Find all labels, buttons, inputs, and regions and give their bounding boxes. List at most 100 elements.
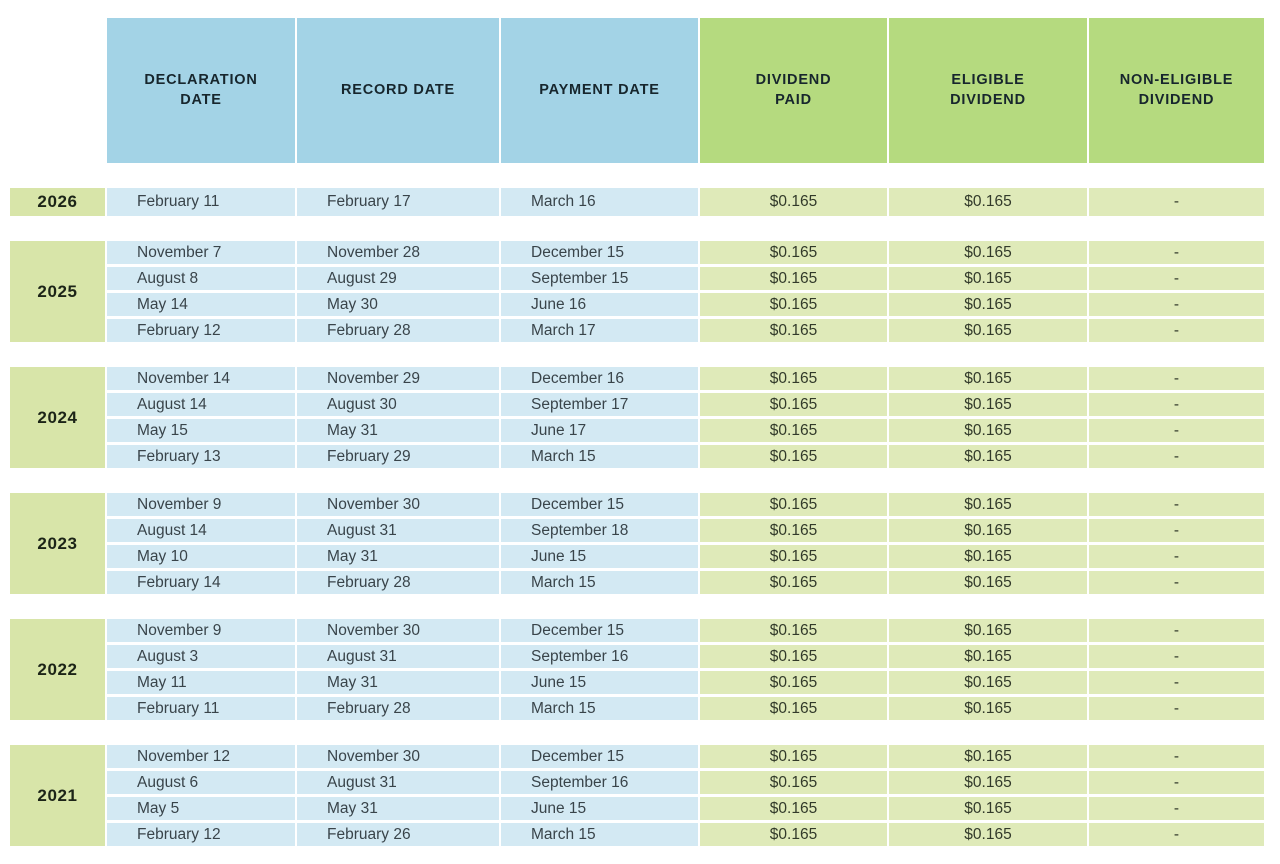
declaration-date-cell: February 14 [107, 571, 295, 594]
declaration-date-cell: February 12 [107, 319, 295, 342]
table-body: 2026 February 11 February 17 March 16 $0.165… [10, 188, 1280, 846]
corner-spacer [10, 18, 105, 163]
record-date-cell: August 31 [297, 645, 499, 668]
payment-date-cell: September 17 [501, 393, 698, 416]
declaration-date-cell: May 5 [107, 797, 295, 820]
eligible-dividend-cell: $0.165 [889, 797, 1087, 820]
year-group-2025: 2025 November 7 November 28 December 15 $0.1… [10, 241, 1280, 342]
year-label: 2025 [10, 241, 105, 342]
declaration-date-cell: February 11 [107, 188, 295, 216]
eligible-dividend-cell: $0.165 [889, 367, 1087, 390]
declaration-date-cell: August 8 [107, 267, 295, 290]
year-label: 2023 [10, 493, 105, 594]
eligible-dividend-cell: $0.165 [889, 241, 1087, 264]
payment-date-cell: March 16 [501, 188, 698, 216]
header-non-eligible-dividend: NON-ELIGIBLE DIVIDEND [1089, 18, 1264, 163]
payment-date-cell: December 15 [501, 241, 698, 264]
dividend-paid-cell: $0.165 [700, 393, 887, 416]
record-date-cell: February 28 [297, 319, 499, 342]
payment-date-cell: September 16 [501, 645, 698, 668]
declaration-date-cell: November 9 [107, 493, 295, 516]
record-date-cell: November 30 [297, 745, 499, 768]
record-date-cell: February 28 [297, 697, 499, 720]
record-date-cell: May 31 [297, 797, 499, 820]
year-group-2021: 2021 November 12 November 30 December 15 $0.… [10, 745, 1280, 846]
payment-date-cell: June 15 [501, 545, 698, 568]
record-date-cell: August 31 [297, 519, 499, 542]
dividend-paid-cell: $0.165 [700, 293, 887, 316]
non-eligible-dividend-cell: - [1089, 771, 1264, 794]
dividend-paid-cell: $0.165 [700, 571, 887, 594]
non-eligible-dividend-cell: - [1089, 293, 1264, 316]
non-eligible-dividend-cell: - [1089, 619, 1264, 642]
non-eligible-dividend-cell: - [1089, 645, 1264, 668]
non-eligible-dividend-cell: - [1089, 267, 1264, 290]
non-eligible-dividend-cell: - [1089, 319, 1264, 342]
eligible-dividend-cell: $0.165 [889, 545, 1087, 568]
dividend-paid-cell: $0.165 [700, 545, 887, 568]
eligible-dividend-cell: $0.165 [889, 493, 1087, 516]
record-date-cell: May 31 [297, 671, 499, 694]
payment-date-cell: March 15 [501, 445, 698, 468]
record-date-cell: August 31 [297, 771, 499, 794]
year-group-2024: 2024 November 14 November 29 December 16 $0.… [10, 367, 1280, 468]
year-label: 2021 [10, 745, 105, 846]
record-date-cell: November 30 [297, 619, 499, 642]
record-date-cell: August 29 [297, 267, 499, 290]
payment-date-cell: September 15 [501, 267, 698, 290]
declaration-date-cell: November 12 [107, 745, 295, 768]
non-eligible-dividend-cell: - [1089, 519, 1264, 542]
payment-date-cell: March 15 [501, 571, 698, 594]
dividend-paid-cell: $0.165 [700, 797, 887, 820]
eligible-dividend-cell: $0.165 [889, 188, 1087, 216]
eligible-dividend-cell: $0.165 [889, 671, 1087, 694]
record-date-cell: May 31 [297, 419, 499, 442]
dividend-history-table: DECLARATION DATE RECORD DATE PAYMENT DAT… [10, 18, 1280, 846]
non-eligible-dividend-cell: - [1089, 367, 1264, 390]
eligible-dividend-cell: $0.165 [889, 571, 1087, 594]
declaration-date-cell: February 13 [107, 445, 295, 468]
year-label: 2022 [10, 619, 105, 720]
header-declaration-date: DECLARATION DATE [107, 18, 295, 163]
non-eligible-dividend-cell: - [1089, 445, 1264, 468]
header-dividend-paid: DIVIDEND PAID [700, 18, 887, 163]
record-date-cell: November 30 [297, 493, 499, 516]
eligible-dividend-cell: $0.165 [889, 519, 1087, 542]
record-date-cell: May 30 [297, 293, 499, 316]
eligible-dividend-cell: $0.165 [889, 745, 1087, 768]
declaration-date-cell: February 11 [107, 697, 295, 720]
header-payment-date: PAYMENT DATE [501, 18, 698, 163]
non-eligible-dividend-cell: - [1089, 241, 1264, 264]
payment-date-cell: March 17 [501, 319, 698, 342]
eligible-dividend-cell: $0.165 [889, 771, 1087, 794]
payment-date-cell: September 18 [501, 519, 698, 542]
dividend-paid-cell: $0.165 [700, 493, 887, 516]
declaration-date-cell: August 6 [107, 771, 295, 794]
eligible-dividend-cell: $0.165 [889, 319, 1087, 342]
declaration-date-cell: May 15 [107, 419, 295, 442]
eligible-dividend-cell: $0.165 [889, 697, 1087, 720]
dividend-paid-cell: $0.165 [700, 519, 887, 542]
eligible-dividend-cell: $0.165 [889, 445, 1087, 468]
dividend-paid-cell: $0.165 [700, 367, 887, 390]
dividend-paid-cell: $0.165 [700, 319, 887, 342]
year-group-2023: 2023 November 9 November 30 December 15 $0.1… [10, 493, 1280, 594]
non-eligible-dividend-cell: - [1089, 419, 1264, 442]
dividend-paid-cell: $0.165 [700, 645, 887, 668]
header-eligible-dividend: ELIGIBLE DIVIDEND [889, 18, 1087, 163]
payment-date-cell: March 15 [501, 823, 698, 846]
dividend-paid-cell: $0.165 [700, 823, 887, 846]
payment-date-cell: December 15 [501, 619, 698, 642]
year-label: 2026 [10, 188, 105, 216]
non-eligible-dividend-cell: - [1089, 545, 1264, 568]
record-date-cell: November 29 [297, 367, 499, 390]
eligible-dividend-cell: $0.165 [889, 393, 1087, 416]
year-group-2022: 2022 November 9 November 30 December 15 $0.1… [10, 619, 1280, 720]
header-record-date: RECORD DATE [297, 18, 499, 163]
record-date-cell: May 31 [297, 545, 499, 568]
declaration-date-cell: February 12 [107, 823, 295, 846]
eligible-dividend-cell: $0.165 [889, 267, 1087, 290]
record-date-cell: February 26 [297, 823, 499, 846]
non-eligible-dividend-cell: - [1089, 823, 1264, 846]
